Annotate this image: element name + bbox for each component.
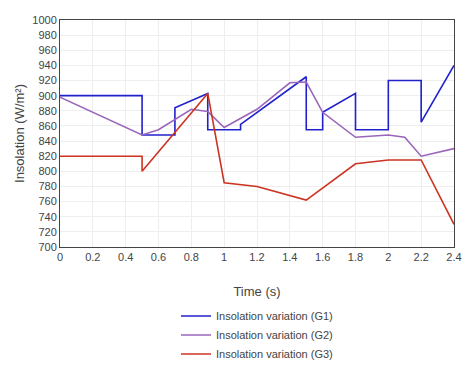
svg-text:740: 740 (38, 211, 56, 223)
svg-text:Insolation (W/m²): Insolation (W/m²) (12, 84, 27, 183)
svg-text:1.8: 1.8 (348, 251, 363, 263)
svg-text:760: 760 (38, 195, 56, 207)
svg-text:2.2: 2.2 (414, 251, 429, 263)
svg-text:Insolation variation (G2): Insolation variation (G2) (216, 329, 333, 341)
svg-text:Insolation variation (G3): Insolation variation (G3) (216, 348, 333, 360)
svg-text:920: 920 (38, 74, 56, 86)
svg-text:860: 860 (38, 120, 56, 132)
svg-text:980: 980 (38, 29, 56, 41)
svg-text:Insolation variation (G1): Insolation variation (G1) (216, 310, 333, 322)
svg-text:840: 840 (38, 135, 56, 147)
svg-text:700: 700 (38, 241, 56, 253)
svg-text:2.4: 2.4 (446, 251, 461, 263)
svg-text:900: 900 (38, 90, 56, 102)
svg-text:0.2: 0.2 (85, 251, 100, 263)
svg-text:880: 880 (38, 105, 56, 117)
svg-text:2: 2 (385, 251, 391, 263)
svg-text:0: 0 (57, 251, 63, 263)
svg-text:960: 960 (38, 44, 56, 56)
svg-text:1.2: 1.2 (249, 251, 264, 263)
svg-text:800: 800 (38, 165, 56, 177)
svg-text:820: 820 (38, 150, 56, 162)
svg-text:1.6: 1.6 (315, 251, 330, 263)
svg-text:780: 780 (38, 180, 56, 192)
svg-text:0.8: 0.8 (184, 251, 199, 263)
svg-text:0.6: 0.6 (151, 251, 166, 263)
svg-text:Time (s): Time (s) (233, 284, 280, 299)
svg-text:1.4: 1.4 (282, 251, 297, 263)
svg-text:720: 720 (38, 226, 56, 238)
svg-text:1: 1 (221, 251, 227, 263)
svg-text:1000: 1000 (32, 14, 56, 26)
svg-text:0.4: 0.4 (118, 251, 133, 263)
svg-text:940: 940 (38, 59, 56, 71)
